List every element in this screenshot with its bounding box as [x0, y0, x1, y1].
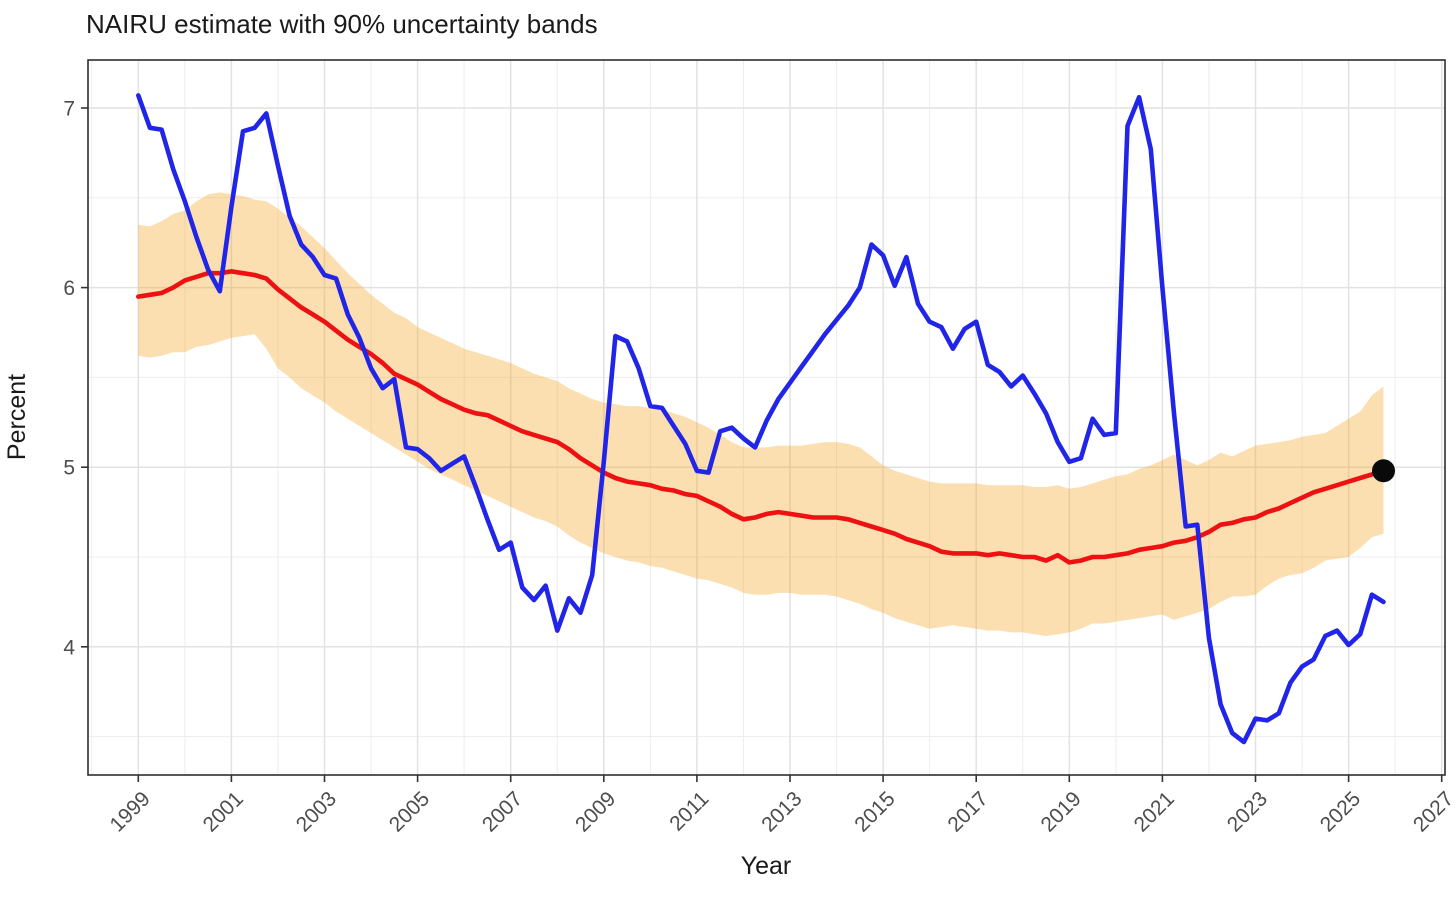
- x-tick-label: 2025: [1316, 787, 1365, 836]
- nairu-line: [136, 269, 1386, 565]
- x-axis-title: Year: [741, 852, 792, 880]
- plot-area: 7 6 5 4 1999 2001 2003 2005 2007 2009 2011 2013 2015…: [63, 59, 1456, 837]
- y-tick-label: 4: [63, 636, 75, 659]
- x-tick-label: 1999: [106, 787, 155, 836]
- y-tick-label: 5: [63, 457, 75, 480]
- latest-estimate-dot: [1372, 459, 1396, 483]
- x-tick-label: 2023: [1223, 787, 1272, 836]
- x-tick-label: 2001: [199, 787, 248, 836]
- x-tick-label: 2021: [1130, 787, 1179, 836]
- chart-title: NAIRU estimate with 90% uncertainty band…: [86, 9, 598, 39]
- x-tick-label: 2019: [1037, 787, 1086, 836]
- x-tick-label: 2007: [478, 787, 527, 836]
- x-tick-label: 2015: [850, 787, 899, 836]
- x-tick-label: 2013: [757, 787, 806, 836]
- y-tick-label: 7: [63, 98, 75, 121]
- x-tick-label: 2003: [292, 787, 341, 836]
- unemployment-line: [136, 93, 1386, 745]
- y-axis-title: Percent: [3, 374, 31, 460]
- x-tick-label: 2009: [571, 787, 620, 836]
- uncertainty-band: [138, 192, 1384, 636]
- x-tick-label: 2005: [385, 787, 434, 836]
- y-tick-label: 6: [63, 277, 75, 300]
- x-tick-label: 2017: [943, 787, 992, 836]
- x-tick-label: 2011: [665, 787, 713, 835]
- panel-border: [87, 59, 1446, 776]
- x-tick-label: 2027: [1409, 787, 1456, 836]
